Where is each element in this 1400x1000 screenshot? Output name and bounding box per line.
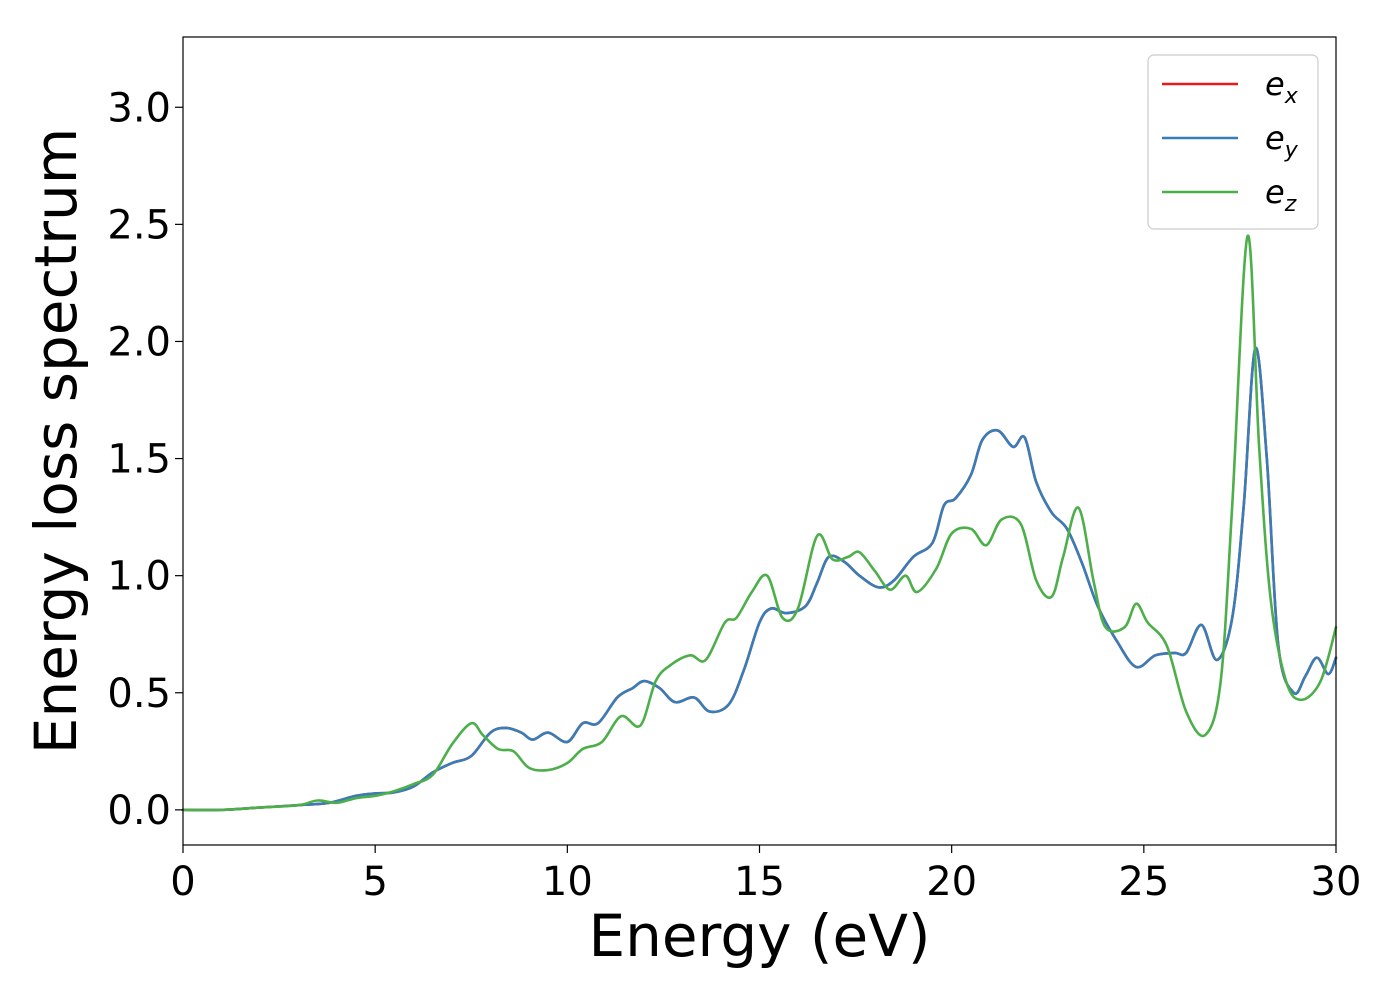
- legend-box: [1147, 54, 1319, 230]
- legend-subscript: y: [1284, 138, 1299, 163]
- y-tick-label: 0.0: [107, 788, 171, 834]
- y-axis-ticks: 0.0 0.5 1.0 1.5 2.0 2.5 3.0: [107, 85, 183, 834]
- legend-subscript: z: [1284, 192, 1297, 217]
- y-tick-label: 2.0: [107, 319, 171, 365]
- x-tick-label: 20: [926, 859, 977, 905]
- x-tick-label: 15: [734, 859, 785, 905]
- x-tick-label: 5: [362, 859, 387, 905]
- x-tick-label: 0: [170, 859, 195, 905]
- x-axis-ticks: 0 5 10 15 20 25 30: [170, 845, 1361, 905]
- x-tick-label: 30: [1311, 859, 1362, 905]
- y-tick-label: 0.5: [107, 671, 171, 717]
- y-tick-label: 3.0: [107, 85, 171, 131]
- series-line-ey: [181, 346, 1338, 812]
- series-layer: [181, 234, 1338, 812]
- x-tick-label: 25: [1118, 859, 1169, 905]
- y-axis-title: Energy loss spectrum: [22, 128, 90, 754]
- y-tick-label: 1.5: [107, 437, 171, 483]
- legend-subscript: x: [1284, 84, 1299, 109]
- y-tick-label: 2.5: [107, 202, 171, 248]
- x-axis-title: Energy (eV): [588, 902, 930, 970]
- x-tick-label: 10: [542, 859, 593, 905]
- series-line-ez: [181, 234, 1338, 812]
- y-tick-label: 1.0: [107, 554, 171, 600]
